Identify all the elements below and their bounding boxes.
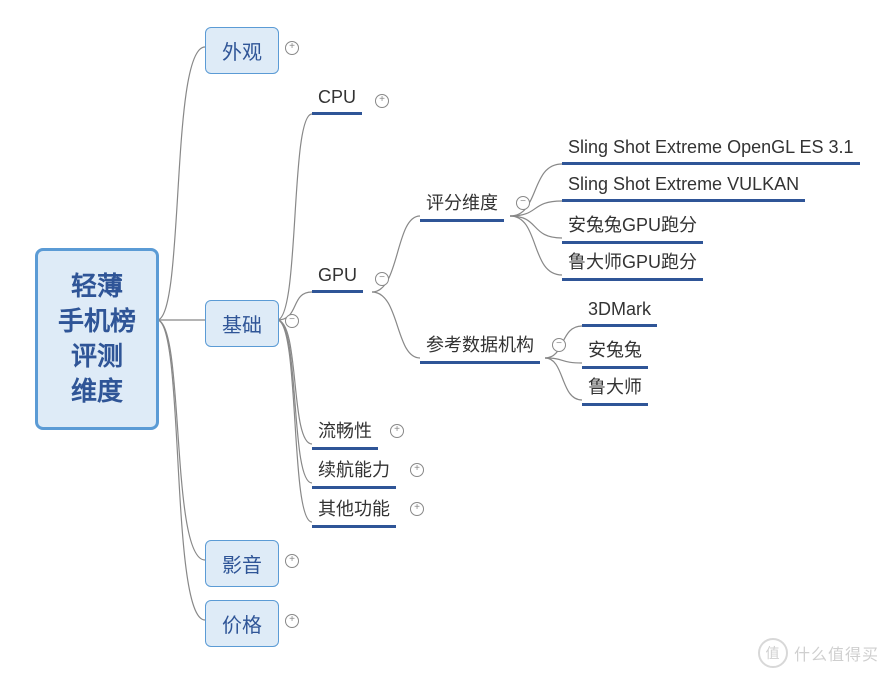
toggle-battery[interactable]: + xyxy=(410,463,424,477)
node-ref-orgs-label: 参考数据机构 xyxy=(426,335,534,355)
node-other[interactable]: 其他功能 xyxy=(312,493,396,528)
toggle-other[interactable]: + xyxy=(410,502,424,516)
node-basics-label: 基础 xyxy=(222,315,262,337)
node-battery-label: 续航能力 xyxy=(318,460,390,480)
root-line-3: 评测 xyxy=(58,339,136,374)
leaf-sling-opengl: Sling Shot Extreme OpenGL ES 3.1 xyxy=(562,135,860,165)
toggle-cpu[interactable]: + xyxy=(375,94,389,108)
leaf-ludashi-gpu: 鲁大师GPU跑分 xyxy=(562,246,703,281)
toggle-ref-orgs[interactable]: − xyxy=(552,338,566,352)
leaf-3dmark: 3DMark xyxy=(582,297,657,327)
node-score-dims[interactable]: 评分维度 xyxy=(420,187,504,222)
root-line-2: 手机榜 xyxy=(58,304,136,339)
node-cpu[interactable]: CPU xyxy=(312,85,362,115)
toggle-score-dims[interactable]: − xyxy=(516,196,530,210)
root-line-1: 轻薄 xyxy=(58,269,136,304)
watermark-badge-icon: 值 xyxy=(758,638,788,668)
node-price[interactable]: 价格 xyxy=(205,600,279,647)
toggle-price[interactable]: + xyxy=(285,614,299,628)
leaf-antutu: 安兔兔 xyxy=(582,334,648,369)
node-fluency-label: 流畅性 xyxy=(318,421,372,441)
leaf-ludashi: 鲁大师 xyxy=(582,371,648,406)
mindmap-canvas: 轻薄 手机榜 评测 维度 外观 + 基础 − 影音 + 价格 + CPU + G… xyxy=(0,0,891,678)
node-appearance-label: 外观 xyxy=(222,42,262,64)
toggle-fluency[interactable]: + xyxy=(390,424,404,438)
leaf-antutu-gpu: 安兔兔GPU跑分 xyxy=(562,209,703,244)
node-appearance[interactable]: 外观 xyxy=(205,27,279,74)
watermark: 值 什么值得买 xyxy=(758,638,879,668)
root-node: 轻薄 手机榜 评测 维度 xyxy=(35,248,159,430)
node-gpu[interactable]: GPU xyxy=(312,263,363,293)
root-line-4: 维度 xyxy=(58,374,136,409)
toggle-basics[interactable]: − xyxy=(285,314,299,328)
toggle-appearance[interactable]: + xyxy=(285,41,299,55)
node-ref-orgs[interactable]: 参考数据机构 xyxy=(420,329,540,364)
toggle-av[interactable]: + xyxy=(285,554,299,568)
node-score-dims-label: 评分维度 xyxy=(426,193,498,213)
node-av-label: 影音 xyxy=(222,555,262,577)
node-av[interactable]: 影音 xyxy=(205,540,279,587)
node-other-label: 其他功能 xyxy=(318,499,390,519)
watermark-text: 什么值得买 xyxy=(794,641,879,665)
toggle-gpu[interactable]: − xyxy=(375,272,389,286)
node-battery[interactable]: 续航能力 xyxy=(312,454,396,489)
node-price-label: 价格 xyxy=(222,615,262,637)
node-cpu-label: CPU xyxy=(318,87,356,107)
leaf-sling-vulkan: Sling Shot Extreme VULKAN xyxy=(562,172,805,202)
node-basics[interactable]: 基础 xyxy=(205,300,279,347)
node-fluency[interactable]: 流畅性 xyxy=(312,415,378,450)
node-gpu-label: GPU xyxy=(318,265,357,285)
